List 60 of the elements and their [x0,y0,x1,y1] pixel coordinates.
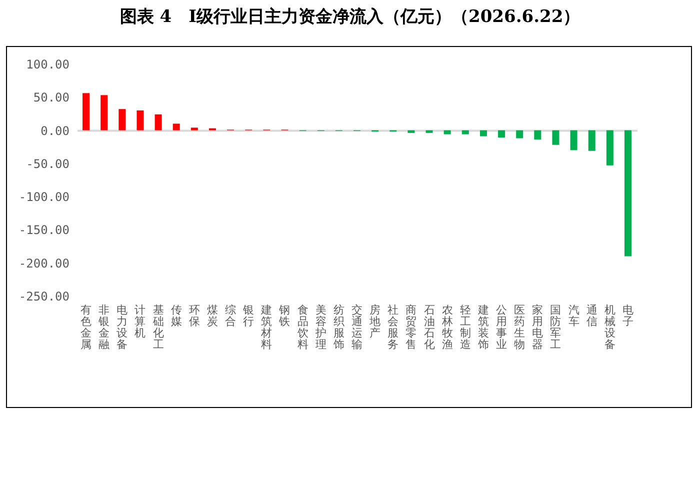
x-tick-label: 传媒 [170,304,182,328]
x-tick-label: 电子 [622,304,634,328]
x-tick-label: 公用事业 [496,304,508,351]
y-tick-label: -200.00 [18,256,70,270]
x-tick-label: 银行 [242,304,254,328]
x-tick-label: 有色金属 [80,304,92,351]
bar [498,130,506,138]
y-tick-label: -100.00 [18,190,70,204]
x-tick-label: 环保 [188,304,200,328]
x-tick-label: 煤炭 [206,304,218,328]
bar [462,130,469,134]
bar [444,130,451,134]
x-tick-label: 石油石化 [424,304,435,351]
x-tick-label: 电力设备 [116,304,128,351]
bar [588,130,596,151]
y-tick-label: -250.00 [18,290,70,304]
bar [480,130,487,136]
x-tick-label: 家用电器 [532,304,544,351]
x-tick-label: 纺织服饰 [332,304,344,351]
bar [570,130,578,150]
bar [408,130,415,133]
y-tick-label: 0.00 [40,124,70,138]
bar [516,130,524,138]
bar [118,109,126,130]
x-tick-label: 汽车 [568,304,580,328]
x-tick-label: 交通运输 [352,304,362,351]
bar [136,110,144,130]
x-tick-label: 美容护理 [314,304,326,351]
x-tick-label: 房地产 [368,304,381,340]
bar [154,114,162,130]
bar [624,130,632,256]
x-tick-label: 社会服务 [388,304,399,351]
bar [190,128,198,130]
bar [172,124,180,130]
x-tick-label: 钢铁 [278,304,290,328]
x-tick-label: 机械设备 [604,304,616,351]
x-tick-label: 商贸零售 [406,304,417,351]
y-tick-label: -150.00 [18,223,70,238]
bar [426,130,433,133]
x-tick-label: 综合 [225,304,236,328]
x-tick-label: 农林牧渔 [440,304,453,351]
x-tick-label: 非银金融 [98,304,110,351]
y-tick-label: 100.00 [26,58,70,72]
chart-title: 图表 4 Ⅰ级行业日主力资金净流入（亿元）（2026.6.22） [118,6,582,29]
y-tick-label: 50.00 [33,90,70,105]
x-tick-label: 基础化工 [152,304,164,351]
x-tick-label: 通信 [586,304,598,328]
bar [534,130,542,140]
bar [82,93,90,130]
x-tick-label: 国防军工 [550,304,562,351]
x-tick-label: 计算机 [134,304,146,340]
bar [606,130,614,166]
x-tick-label: 食品饮料 [296,304,308,351]
y-tick-label: -50.00 [26,156,70,171]
bar [552,130,560,145]
x-tick-label: 轻工制造 [460,304,471,351]
x-tick-label: 医药生物 [514,304,526,351]
x-tick-label: 建筑装饰 [476,304,489,351]
bar [100,95,108,130]
x-tick-label: 建筑材料 [260,304,272,351]
